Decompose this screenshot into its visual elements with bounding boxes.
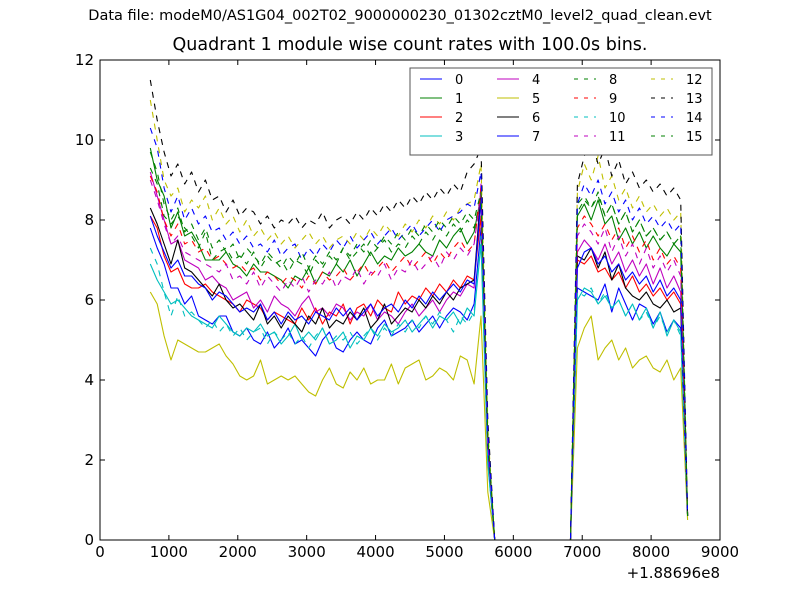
series-line-3	[149, 243, 689, 541]
y-tick-label: 12	[75, 51, 94, 69]
x-tick-label: 9000	[701, 543, 739, 561]
series-line-14	[149, 127, 689, 541]
x-tick-label: 1000	[150, 543, 188, 561]
series-line-6	[149, 191, 689, 541]
legend-label-12: 12	[686, 73, 703, 88]
series-line-5	[149, 291, 689, 541]
legend-label-9: 9	[609, 92, 617, 107]
legend-label-2: 2	[455, 111, 463, 126]
x-tick-label: 7000	[563, 543, 601, 561]
figure-supertitle: Data file: modeM0/AS1G04_002T02_90000002…	[88, 8, 712, 24]
x-tick-label: 3000	[288, 543, 326, 561]
legend-label-10: 10	[609, 111, 626, 126]
legend-label-1: 1	[455, 92, 463, 107]
y-tick-label: 10	[75, 131, 94, 149]
legend-label-4: 4	[532, 73, 540, 88]
series-layer	[149, 79, 689, 541]
x-tick-label: 0	[95, 543, 105, 561]
series-line-7	[149, 199, 689, 541]
series-line-4	[149, 171, 689, 541]
legend-label-7: 7	[532, 130, 540, 145]
legend-label-6: 6	[532, 111, 540, 126]
legend-label-13: 13	[686, 92, 703, 107]
y-tick-label: 4	[84, 371, 94, 389]
y-tick-label: 8	[84, 211, 94, 229]
series-line-10	[149, 235, 689, 541]
series-line-12	[149, 99, 689, 541]
axes-layer: 0 1000 2000 3000 4000 5000 6000 7000 8000 9000 0 2 4…	[75, 51, 739, 582]
x-offset-label: +1.88696e8	[627, 564, 720, 582]
y-tick-label: 6	[84, 291, 94, 309]
legend-label-8: 8	[609, 73, 617, 88]
legend-label-3: 3	[455, 130, 463, 145]
legend-label-0: 0	[455, 73, 463, 88]
legend-label-15: 15	[686, 130, 703, 145]
series-line-9	[149, 175, 689, 541]
series-line-8	[149, 167, 689, 541]
x-tick-label: 5000	[425, 543, 463, 561]
x-tick-label: 2000	[219, 543, 257, 561]
legend-label-5: 5	[532, 92, 540, 107]
x-tick-label: 6000	[494, 543, 532, 561]
legend-label-11: 11	[609, 130, 626, 145]
chart-title: Quadrant 1 module wise count rates with …	[172, 35, 648, 55]
legend-label-14: 14	[686, 111, 703, 126]
x-tick-label: 8000	[632, 543, 670, 561]
legend-frame	[409, 67, 713, 156]
y-tick-label: 2	[84, 451, 94, 469]
y-tick-label: 0	[84, 531, 94, 549]
x-tick-label: 4000	[356, 543, 394, 561]
series-line-11	[149, 179, 689, 541]
